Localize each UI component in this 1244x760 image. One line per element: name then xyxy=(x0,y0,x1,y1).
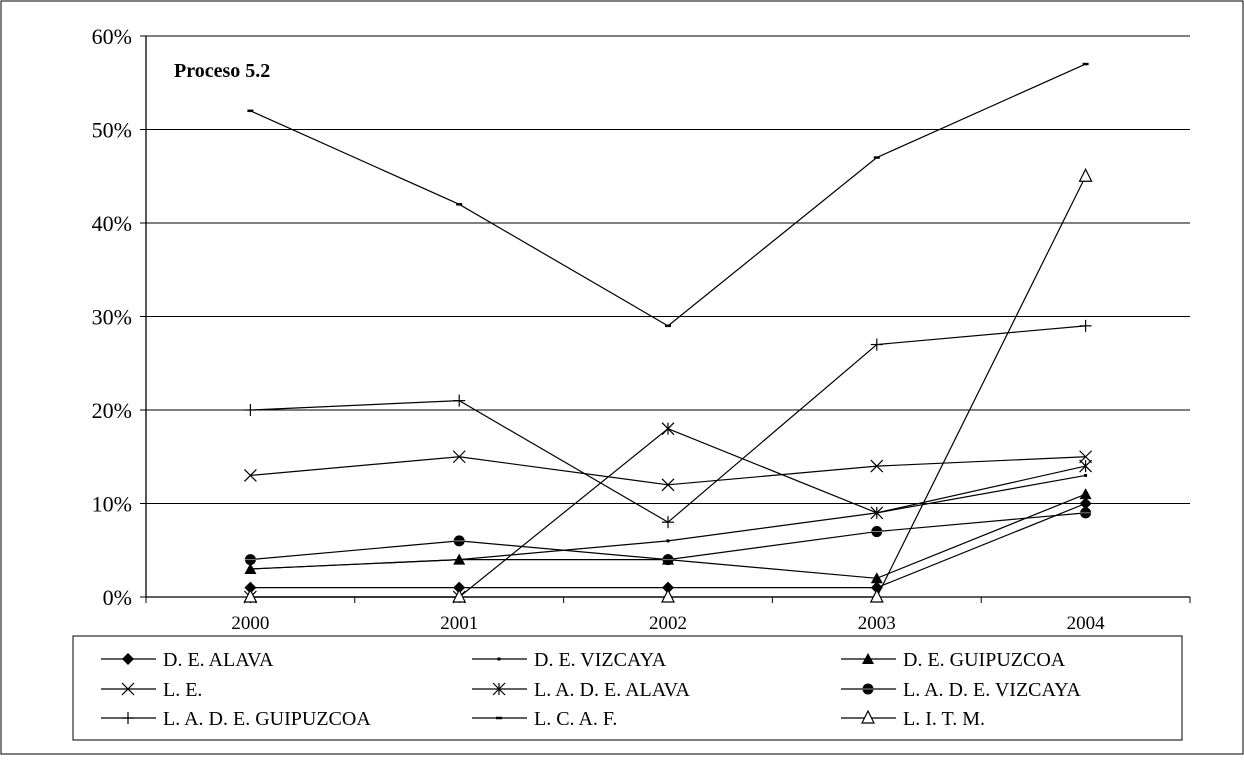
data-point xyxy=(661,478,675,492)
data-point xyxy=(869,588,884,603)
x-tick-label: 2002 xyxy=(649,613,687,634)
legend-entry: D. E. ALAVA xyxy=(101,649,274,671)
y-tick-label: 10% xyxy=(92,492,132,517)
data-point xyxy=(870,572,883,584)
legend-entry: D. E. GUIPUZCOA xyxy=(841,649,1066,671)
x-tick-label: 2001 xyxy=(440,613,478,634)
data-point xyxy=(1079,459,1093,473)
legend-label: D. E. GUIPUZCOA xyxy=(903,649,1066,671)
legend-label: L. E. xyxy=(163,679,202,701)
x-tick-label: 2004 xyxy=(1067,613,1106,634)
data-point xyxy=(244,404,257,416)
data-point xyxy=(243,469,257,482)
y-tick-label: 50% xyxy=(92,118,132,143)
legend-entry: D. E. VIZCAYA xyxy=(472,649,667,671)
data-point xyxy=(452,450,466,464)
legend-entry: L. A. D. E. ALAVA xyxy=(472,679,691,701)
data-point xyxy=(1079,450,1093,464)
data-point xyxy=(244,562,257,574)
data-point xyxy=(870,506,884,520)
data-point xyxy=(662,581,674,594)
data-point xyxy=(870,459,884,473)
data-point xyxy=(1079,319,1092,332)
data-point xyxy=(871,526,883,538)
legend-label: L. A. D. E. GUIPUZCOA xyxy=(163,708,371,730)
legend-label: L. A. D. E. VIZCAYA xyxy=(903,679,1081,701)
data-point xyxy=(1078,167,1093,182)
y-tick-label: 40% xyxy=(92,211,132,236)
data-point xyxy=(1079,488,1092,500)
data-point xyxy=(666,539,670,543)
legend-marker xyxy=(862,683,874,695)
legend-label: D. E. VIZCAYA xyxy=(534,649,667,671)
legend-label: L. A. D. E. ALAVA xyxy=(534,679,691,701)
legend-box xyxy=(72,635,1183,741)
x-tick-label: 2003 xyxy=(858,613,896,634)
legend-marker xyxy=(121,682,135,696)
legend-entry: L. I. T. M. xyxy=(841,708,985,730)
data-point xyxy=(453,535,465,547)
legend-entry: L. E. xyxy=(101,679,202,701)
data-point xyxy=(1084,473,1088,477)
data-point xyxy=(661,588,675,603)
data-point xyxy=(453,581,466,594)
data-point xyxy=(244,581,257,594)
data-point xyxy=(453,553,466,565)
data-point xyxy=(870,338,883,351)
legend-marker xyxy=(122,712,134,724)
y-tick-label: 20% xyxy=(92,398,132,423)
data-point xyxy=(662,554,674,566)
data-point xyxy=(453,394,466,407)
data-point xyxy=(1079,497,1092,510)
data-point xyxy=(1080,507,1092,519)
data-point xyxy=(661,422,675,436)
legend-label: D. E. ALAVA xyxy=(163,649,274,671)
legend-label: L. I. T. M. xyxy=(903,708,985,730)
legend-marker xyxy=(862,653,874,664)
legend-entry: L. C. A. F. xyxy=(472,708,617,730)
x-tick-label: 2000 xyxy=(231,613,269,634)
legend-marker xyxy=(861,709,875,724)
legend: D. E. ALAVA D. E. VIZCAYA D. E. GUIPUZCOA L… xyxy=(101,649,1081,730)
legend-entry: L. A. D. E. GUIPUZCOA xyxy=(101,708,371,730)
legend-label: L. C. A. F. xyxy=(534,708,617,730)
legend-marker xyxy=(492,682,506,696)
data-point xyxy=(452,588,467,603)
data-point xyxy=(243,588,258,603)
y-tick-label: 0% xyxy=(103,585,132,610)
legend-entry: L. A. D. E. VIZCAYA xyxy=(841,679,1081,701)
legend-marker xyxy=(497,657,501,661)
y-tick-label: 30% xyxy=(92,305,132,330)
legend-marker xyxy=(122,653,134,665)
data-point xyxy=(662,516,674,529)
chart-title: Proceso 5.2 xyxy=(174,60,270,82)
y-tick-label: 60% xyxy=(92,24,132,49)
data-point xyxy=(244,554,256,566)
